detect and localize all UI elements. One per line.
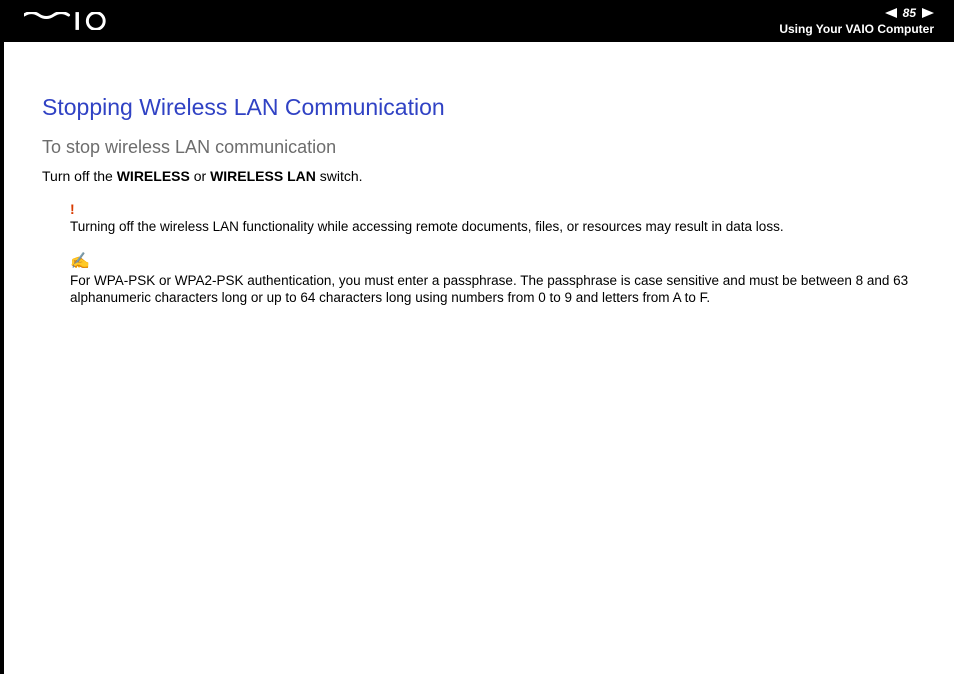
left-gutter [0,42,4,674]
warning-text: Turning off the wireless LAN functionali… [70,218,912,236]
header-subtitle: Using Your VAIO Computer [779,22,934,36]
main-heading: Stopping Wireless LAN Communication [42,94,912,121]
body-text-prefix: Turn off the [42,168,117,184]
page-content: Stopping Wireless LAN Communication To s… [0,42,954,307]
header-right: 85 Using Your VAIO Computer [779,6,934,36]
nav-prev-icon[interactable] [885,8,897,18]
page-number: 85 [903,6,916,20]
warning-icon: ! [70,202,912,216]
vaio-logo [24,12,123,30]
body-text-suffix: switch. [316,168,363,184]
page-nav: 85 [779,6,934,20]
note-icon: ✍ [70,254,912,270]
sub-heading: To stop wireless LAN communication [42,137,912,158]
note-text: For WPA-PSK or WPA2-PSK authentication, … [70,272,912,307]
body-bold-wireless: WIRELESS [117,168,190,184]
body-line: Turn off the WIRELESS or WIRELESS LAN sw… [42,168,912,184]
page-header: 85 Using Your VAIO Computer [0,0,954,42]
warning-callout: ! Turning off the wireless LAN functiona… [70,202,912,236]
body-bold-wlan: WIRELESS LAN [210,168,316,184]
nav-next-icon[interactable] [922,8,934,18]
note-callout: ✍ For WPA-PSK or WPA2-PSK authentication… [70,254,912,307]
body-text-mid: or [190,168,210,184]
